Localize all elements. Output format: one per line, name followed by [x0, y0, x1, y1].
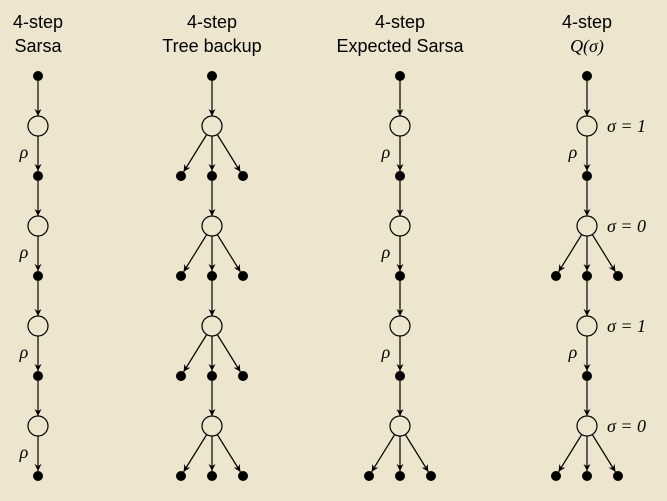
action-to-state-arrow [371, 434, 396, 473]
action-node [389, 415, 411, 437]
action-to-state-arrow [183, 334, 208, 373]
column-title-line1: 4-step [13, 12, 63, 32]
column-title-line2: Expected Sarsa [336, 36, 464, 56]
action-node [201, 315, 223, 337]
state-node [33, 471, 43, 481]
state-node [33, 271, 43, 281]
sigma-label: σ = 0 [607, 416, 646, 436]
action-to-state-arrow [183, 234, 208, 273]
state-node [176, 271, 186, 281]
action-node [576, 115, 598, 137]
state-node [551, 471, 561, 481]
state-node [176, 371, 186, 381]
rho-label: ρ [568, 342, 578, 362]
action-node [389, 115, 411, 137]
state-node [582, 371, 592, 381]
action-node [27, 115, 49, 137]
state-node [33, 371, 43, 381]
state-node [395, 71, 405, 81]
state-node [207, 371, 217, 381]
sigma-label: σ = 1 [607, 316, 646, 336]
action-to-state-arrow [216, 134, 241, 173]
column-title-line1: 4-step [187, 12, 237, 32]
state-node [582, 71, 592, 81]
action-node [389, 315, 411, 337]
rho-label: ρ [19, 442, 29, 462]
action-to-state-arrow [216, 234, 241, 273]
state-node [613, 271, 623, 281]
action-node [576, 215, 598, 237]
state-node [33, 171, 43, 181]
action-node [201, 115, 223, 137]
action-to-state-arrow [216, 434, 241, 473]
action-node [201, 215, 223, 237]
state-node [176, 171, 186, 181]
state-node [176, 471, 186, 481]
rho-label: ρ [381, 242, 391, 262]
column-title-line2: Tree backup [162, 36, 261, 56]
state-node [238, 171, 248, 181]
rho-label: ρ [381, 342, 391, 362]
state-node [207, 271, 217, 281]
state-node [238, 371, 248, 381]
column-title-line2: Q(σ) [570, 36, 604, 57]
action-to-state-arrow [558, 434, 583, 473]
column-title-line2: Sarsa [14, 36, 62, 56]
action-to-state-arrow [591, 234, 616, 273]
state-node [395, 471, 405, 481]
action-node [201, 415, 223, 437]
action-to-state-arrow [558, 234, 583, 273]
rho-label: ρ [19, 342, 29, 362]
action-to-state-arrow [591, 434, 616, 473]
rho-label: ρ [19, 242, 29, 262]
action-to-state-arrow [183, 134, 208, 173]
state-node [207, 71, 217, 81]
state-node [33, 71, 43, 81]
action-node [27, 315, 49, 337]
sigma-label: σ = 0 [607, 216, 646, 236]
column-title-line1: 4-step [562, 12, 612, 32]
action-to-state-arrow [404, 434, 429, 473]
state-node [364, 471, 374, 481]
action-node [576, 315, 598, 337]
rho-label: ρ [381, 142, 391, 162]
action-to-state-arrow [183, 434, 208, 473]
state-node [426, 471, 436, 481]
state-node [551, 271, 561, 281]
rho-label: ρ [568, 142, 578, 162]
state-node [395, 371, 405, 381]
state-node [582, 271, 592, 281]
action-node [27, 415, 49, 437]
state-node [207, 471, 217, 481]
column-title-line1: 4-step [375, 12, 425, 32]
state-node [207, 171, 217, 181]
state-node [395, 171, 405, 181]
action-to-state-arrow [216, 334, 241, 373]
action-node [389, 215, 411, 237]
state-node [582, 471, 592, 481]
action-node [576, 415, 598, 437]
action-node [27, 215, 49, 237]
sigma-label: σ = 1 [607, 116, 646, 136]
state-node [582, 171, 592, 181]
state-node [238, 471, 248, 481]
rho-label: ρ [19, 142, 29, 162]
state-node [613, 471, 623, 481]
state-node [395, 271, 405, 281]
state-node [238, 271, 248, 281]
